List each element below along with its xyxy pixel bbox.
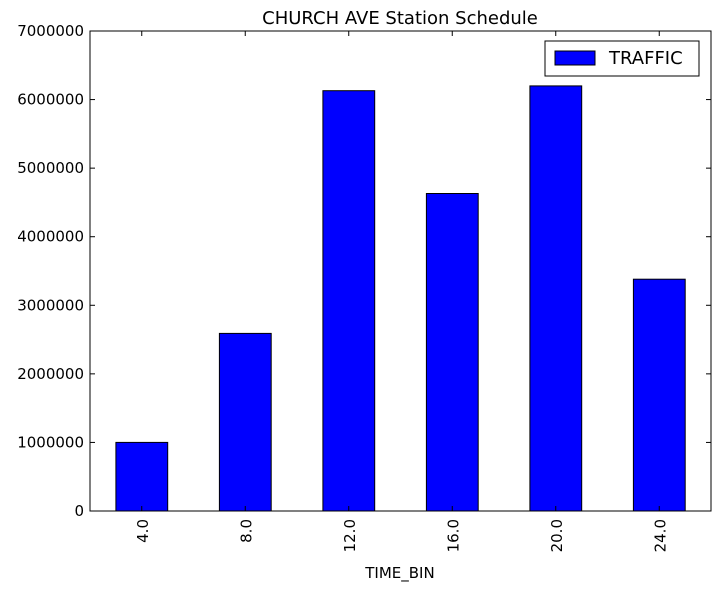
x-axis-ticks: 4.0 8.0 12.0 16.0 20.0 24.0 xyxy=(134,31,669,552)
y-tick-label: 1000000 xyxy=(17,433,84,451)
x-axis-label: TIME_BIN xyxy=(364,564,434,583)
y-tick-label: 7000000 xyxy=(17,22,84,40)
legend: TRAFFIC xyxy=(544,40,700,77)
x-tick-label: 20.0 xyxy=(548,519,566,552)
y-tick-label: 3000000 xyxy=(17,296,84,314)
x-tick-label: 8.0 xyxy=(237,519,255,543)
y-axis-ticks: 0 1000000 2000000 3000000 4000000 5000000 6000… xyxy=(17,22,711,520)
bar-24.0 xyxy=(632,278,686,512)
y-tick-label: 0 xyxy=(74,502,84,520)
x-tick-label: 24.0 xyxy=(651,519,669,552)
legend-label-traffic: TRAFFIC xyxy=(608,48,683,69)
bar-16.0 xyxy=(425,193,479,512)
bar-20.0 xyxy=(529,85,583,512)
bars-group xyxy=(115,85,686,512)
bar-8.0 xyxy=(218,332,272,512)
x-tick-label: 16.0 xyxy=(444,519,462,552)
y-tick-label: 4000000 xyxy=(17,228,84,246)
x-tick-label: 12.0 xyxy=(341,519,359,552)
bar-4.0 xyxy=(115,441,169,512)
x-tick-label: 4.0 xyxy=(134,519,152,543)
y-tick-label: 5000000 xyxy=(17,159,84,177)
y-tick-label: 6000000 xyxy=(17,91,84,109)
bar-12.0 xyxy=(322,90,376,512)
chart-title: CHURCH AVE Station Schedule xyxy=(262,8,538,29)
plot-frame xyxy=(89,30,712,512)
legend-swatch-traffic xyxy=(554,50,596,66)
y-tick-label: 2000000 xyxy=(17,365,84,383)
